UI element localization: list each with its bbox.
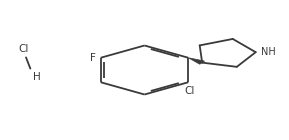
Polygon shape [188,58,205,64]
Text: H: H [33,72,41,82]
Text: F: F [90,53,95,63]
Text: Cl: Cl [185,86,195,96]
Text: Cl: Cl [19,44,29,54]
Text: NH: NH [261,47,276,57]
